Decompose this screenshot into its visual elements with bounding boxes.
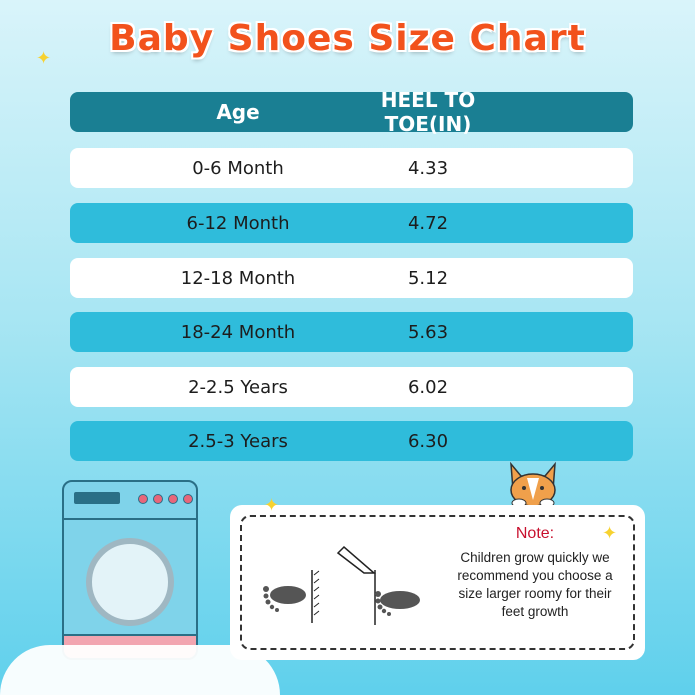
heel-to-toe-cell: 6.02 xyxy=(407,376,449,398)
sparkle-icon: ✦ xyxy=(264,495,280,516)
washing-machine-illustration xyxy=(62,480,198,660)
foot-measure-icon xyxy=(263,545,420,625)
note-box: ✦ ✦ Note: Children grow quickly we recom… xyxy=(230,495,645,660)
corgi-icon xyxy=(510,461,556,508)
note-text: Children grow quickly we recommend you c… xyxy=(457,550,613,619)
header-age: Age xyxy=(216,100,260,124)
age-cell: 12-18 Month xyxy=(180,267,296,289)
age-cell: 2-2.5 Years xyxy=(188,376,288,398)
sparkle-icon: ✦ xyxy=(36,48,52,69)
heel-to-toe-cell: 6.30 xyxy=(407,430,449,452)
table-row: 2-2.5 Years 6.02 xyxy=(70,367,633,407)
table-row: 12-18 Month 5.12 xyxy=(70,258,633,298)
age-cell: 18-24 Month xyxy=(180,321,296,343)
heel-to-toe-cell: 4.33 xyxy=(407,157,449,179)
table-row: 6-12 Month 4.72 xyxy=(70,203,633,243)
table-row: 0-6 Month 4.33 xyxy=(70,148,633,188)
sparkle-icon: ✦ xyxy=(602,523,618,544)
table-row: 18-24 Month 5.63 xyxy=(70,312,633,352)
note-title: Note: xyxy=(515,525,555,542)
age-cell: 2.5-3 Years xyxy=(188,430,288,452)
page-title: Baby Shoes Size Chart xyxy=(109,18,586,59)
table-header: Age HEEL TO TOE(IN) xyxy=(70,88,633,136)
heel-to-toe-cell: 5.63 xyxy=(407,321,449,343)
table-row: 2.5-3 Years 6.30 xyxy=(70,421,633,461)
header-heel-to-toe: HEEL TO TOE(IN) xyxy=(380,88,476,136)
heel-to-toe-cell: 5.12 xyxy=(407,267,449,289)
age-cell: 6-12 Month xyxy=(186,212,290,234)
heel-to-toe-cell: 4.72 xyxy=(407,212,449,234)
age-cell: 0-6 Month xyxy=(192,157,284,179)
